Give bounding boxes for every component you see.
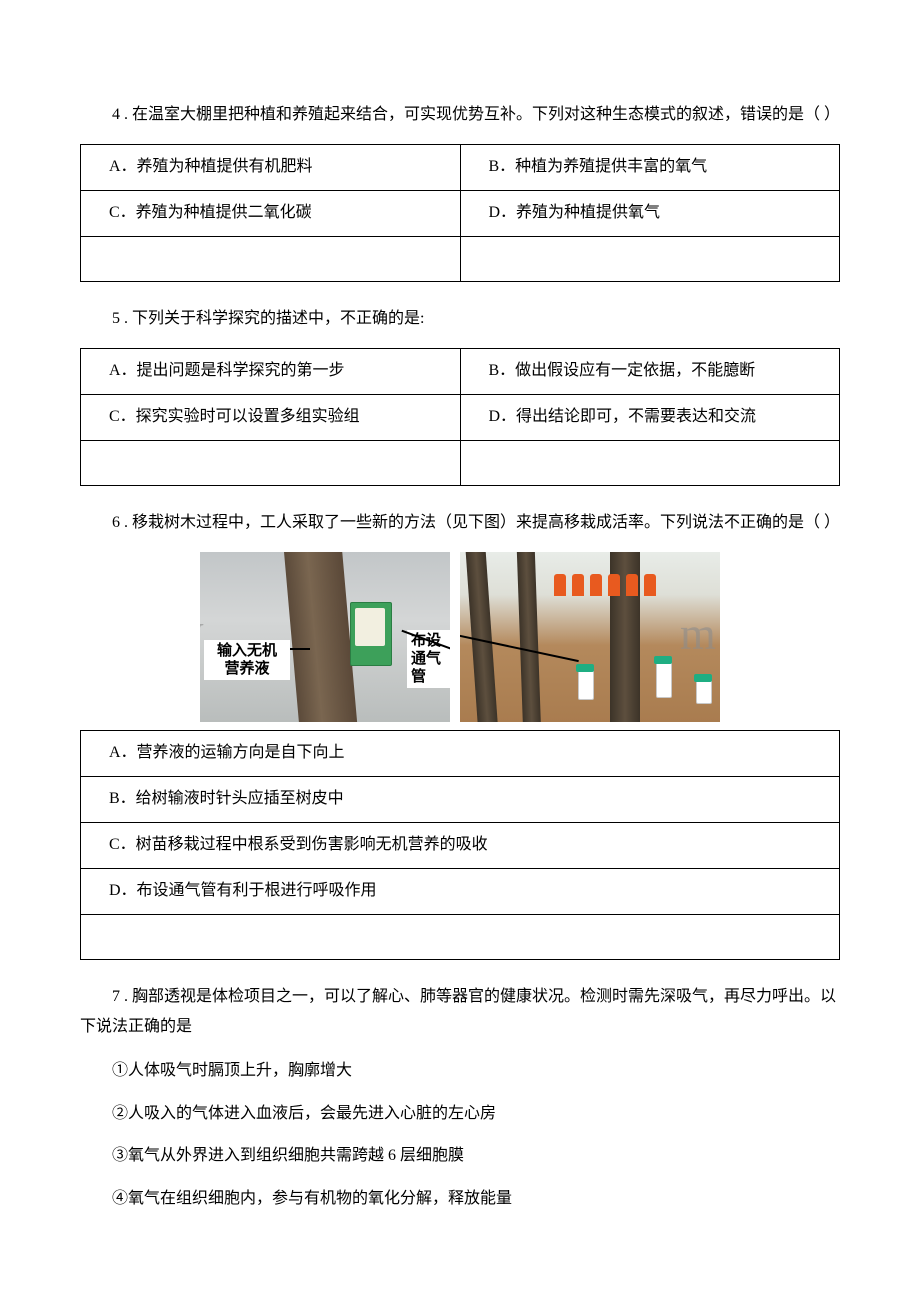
q5-empty-r	[460, 440, 840, 485]
workers-icon	[550, 574, 680, 604]
q7-item-4: ④氧气在组织细胞内，参与有机物的氧化分解，释放能量	[80, 1184, 840, 1214]
question-4-options: A．养殖为种植提供有机肥料 B．种植为养殖提供丰富的氧气 C．养殖为种植提供二氧…	[80, 144, 840, 282]
q5-empty-l	[81, 440, 461, 485]
question-6-options: A．营养液的运输方向是自下向上 B．给树输液时针头应插至树皮中 C．树苗移栽过程…	[80, 730, 840, 959]
question-6-figure: 输入无机 营养液 布设 通气管 W m	[200, 552, 720, 722]
q4-option-a: A．养殖为种植提供有机肥料	[81, 145, 461, 191]
q4-option-c: C．养殖为种植提供二氧化碳	[81, 191, 461, 237]
question-7-text: 7 . 胸部透视是体检项目之一，可以了解心、肺等器官的健康状况。检测时需先深吸气…	[80, 982, 840, 1043]
vent-pipe-icon	[578, 670, 594, 700]
nutrient-bag-label-icon	[355, 608, 385, 646]
question-6-text: 6 . 移栽树木过程中，工人采取了一些新的方法（见下图）来提高移栽成活率。下列说…	[80, 508, 840, 538]
q7-item-3: ③氧气从外界进入到组织细胞共需跨越 6 层细胞膜	[80, 1141, 840, 1171]
q6-option-b: B．给树输液时针头应插至树皮中	[81, 777, 840, 823]
q5-option-b: B．做出假设应有一定依据，不能臆断	[460, 349, 840, 395]
figure-left-panel: 输入无机 营养液 布设 通气管 W	[200, 552, 450, 722]
vent-pipe-icon	[696, 680, 712, 704]
tree-trunk-icon	[283, 552, 358, 722]
q4-empty-r	[460, 236, 840, 281]
q6-option-c: C．树苗移栽过程中根系受到伤害影响无机营养的吸收	[81, 822, 840, 868]
figure-label-left-line1: 输入无机	[217, 642, 277, 659]
vent-cap-icon	[694, 674, 712, 682]
q4-option-d: D．养殖为种植提供氧气	[460, 191, 840, 237]
watermark-w: W	[200, 612, 203, 665]
figure-label-left-line2: 营养液	[224, 660, 269, 677]
q6-option-d: D．布设通气管有利于根进行呼吸作用	[81, 868, 840, 914]
figure-label-mid-line2: 通气管	[411, 650, 441, 685]
q4-empty-l	[81, 236, 461, 281]
vent-pipe-icon	[656, 662, 672, 698]
question-4-text: 4 . 在温室大棚里把种植和养殖起来结合，可实现优势互补。下列对这种生态模式的叙…	[80, 100, 840, 130]
figure-label-left: 输入无机 营养液	[204, 640, 290, 680]
q7-item-1: ①人体吸气时膈顶上升，胸廓增大	[80, 1056, 840, 1086]
q5-option-d: D．得出结论即可，不需要表达和交流	[460, 395, 840, 441]
q6-empty	[81, 914, 840, 959]
q5-option-c: C．探究实验时可以设置多组实验组	[81, 395, 461, 441]
q6-option-a: A．营养液的运输方向是自下向上	[81, 731, 840, 777]
q5-option-a: A．提出问题是科学探究的第一步	[81, 349, 461, 395]
q4-option-b: B．种植为养殖提供丰富的氧气	[460, 145, 840, 191]
vent-cap-icon	[576, 664, 594, 672]
watermark-m: m	[680, 607, 720, 660]
q7-item-2: ②人吸入的气体进入血液后，会最先进入心脏的左心房	[80, 1099, 840, 1129]
vent-cap-icon	[654, 656, 672, 664]
question-5-options: A．提出问题是科学探究的第一步 B．做出假设应有一定依据，不能臆断 C．探究实验…	[80, 348, 840, 486]
tree-icon	[516, 552, 542, 722]
question-5-text: 5 . 下列关于科学探究的描述中，不正确的是:	[80, 304, 840, 334]
figure-right-panel: m	[460, 552, 720, 722]
